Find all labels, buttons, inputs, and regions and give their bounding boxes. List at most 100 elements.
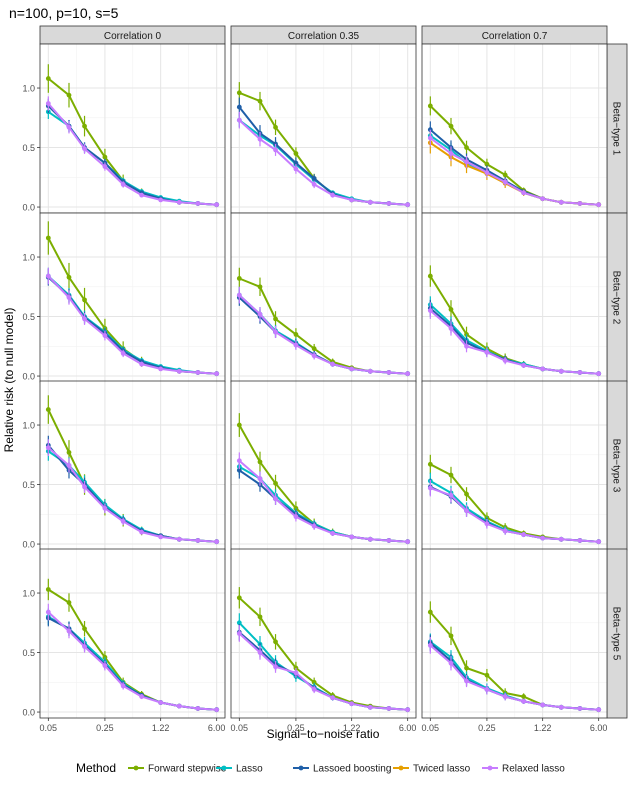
series-line (429, 137, 599, 206)
data-point (257, 136, 263, 142)
data-point (349, 366, 355, 372)
x-tick-label: 1.22 (534, 723, 552, 733)
data-point (273, 664, 278, 670)
data-point (293, 331, 299, 337)
legend-label: Lasso (236, 764, 263, 775)
data-point (448, 326, 454, 331)
y-tick-label: 0.5 (22, 480, 35, 490)
data-point (45, 76, 51, 81)
x-tick-label: 0.05 (422, 723, 440, 733)
facet-panel: 0.05 0.25 1.22 6.00 (231, 548, 417, 733)
x-tick-label: 0.25 (287, 723, 305, 733)
data-point (139, 694, 145, 699)
data-point (236, 458, 242, 464)
data-point (102, 663, 108, 669)
data-point (120, 519, 126, 524)
data-point (521, 698, 527, 704)
x-axis-label: Signal−to−noise ratio (267, 727, 380, 741)
x-tick-label: 0.25 (96, 723, 114, 733)
data-point (558, 704, 564, 710)
data-point (577, 706, 583, 711)
data-point (214, 202, 220, 208)
legend-item: Twiced lasso (393, 764, 471, 775)
data-point (521, 694, 527, 699)
panel-border (39, 548, 226, 719)
facet-panel (230, 212, 417, 383)
x-tick-label: 6.00 (208, 723, 226, 733)
y-tick-label: 1.0 (22, 589, 35, 599)
data-point (45, 407, 51, 412)
data-point (448, 123, 454, 129)
data-point (448, 492, 454, 498)
data-point (464, 159, 469, 165)
data-point (448, 307, 454, 312)
data-point (176, 703, 182, 709)
data-point (273, 124, 278, 130)
data-point (120, 351, 126, 356)
data-point (367, 536, 373, 542)
data-point (66, 92, 72, 98)
facet-panel: 0.0 0.5 1.0 (22, 43, 226, 214)
data-point (214, 539, 220, 545)
data-point (448, 633, 454, 639)
series-line (429, 487, 599, 543)
data-point (195, 706, 201, 711)
series-line (47, 446, 217, 543)
data-point (464, 678, 469, 684)
data-point (293, 514, 299, 520)
y-tick-label: 0.5 (22, 143, 35, 153)
data-point (484, 687, 490, 692)
data-point (311, 523, 317, 529)
data-point (45, 273, 51, 279)
data-point (540, 535, 546, 541)
row-strip-label: Beta−type 3 (611, 439, 622, 493)
x-tick-label: 6.00 (590, 723, 608, 733)
y-tick-label: 0.0 (22, 540, 35, 550)
facet-panel: 0.0 0.5 1.0 (22, 380, 226, 551)
data-point (66, 463, 72, 468)
y-axis-label: Relative risk (to null model) (2, 308, 16, 453)
data-point (82, 484, 87, 490)
x-tick-label: 6.00 (399, 723, 417, 733)
data-point (195, 201, 201, 206)
data-point (176, 368, 182, 374)
data-point (82, 626, 87, 632)
legend-label: Lassoed boosting (313, 764, 391, 775)
data-point (502, 358, 508, 363)
data-point (293, 342, 299, 348)
data-point (540, 196, 546, 202)
y-tick-label: 0.5 (22, 648, 35, 658)
data-point (236, 292, 242, 298)
data-point (484, 170, 490, 175)
data-point (45, 101, 51, 106)
facet-panel (421, 212, 608, 383)
data-point (139, 529, 145, 535)
data-point (45, 235, 51, 241)
row-strip-label: Beta−type 5 (611, 607, 622, 661)
facet-panel (421, 43, 608, 214)
data-point (66, 628, 72, 634)
data-point (236, 104, 242, 110)
data-point (293, 166, 299, 172)
data-point (386, 201, 392, 206)
data-point (367, 199, 373, 205)
data-point (82, 644, 87, 649)
data-point (273, 496, 278, 502)
data-point (349, 701, 355, 707)
data-point (102, 164, 108, 169)
data-point (273, 480, 278, 486)
data-point (236, 90, 242, 96)
data-point (120, 182, 126, 187)
data-point (257, 476, 263, 481)
data-point (464, 491, 469, 497)
legend-key-point (298, 765, 304, 771)
data-point (427, 273, 433, 279)
y-tick-label: 0.0 (22, 372, 35, 382)
legend-item: Forward stepwise (128, 764, 227, 775)
data-point (158, 197, 164, 203)
y-tick-label: 0.0 (22, 203, 35, 213)
data-point (102, 333, 108, 338)
data-point (596, 707, 602, 713)
data-point (311, 353, 317, 359)
data-point (236, 276, 242, 281)
